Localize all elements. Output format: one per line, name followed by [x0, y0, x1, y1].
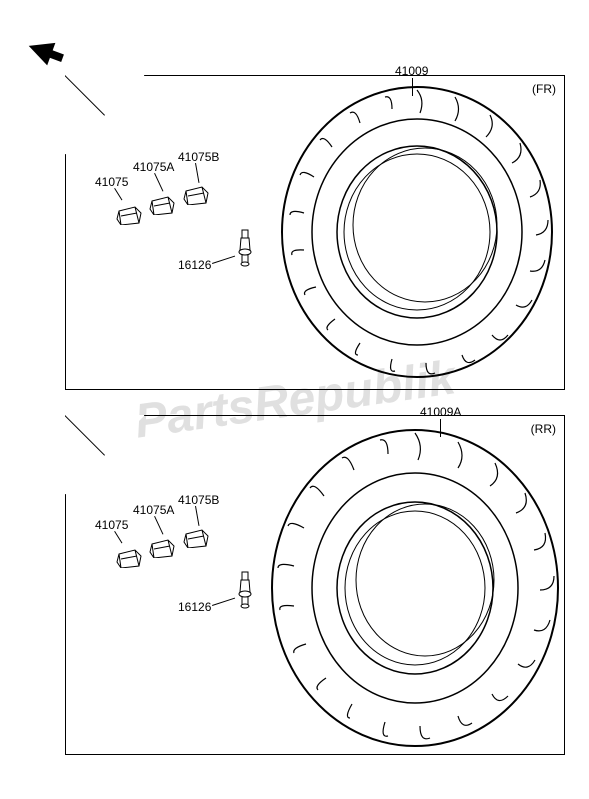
callout-tire-rear: 41009A	[420, 405, 461, 419]
panel-cut-corner	[65, 415, 145, 495]
callout-weight-2-front: 41075A	[133, 160, 174, 174]
panel-cut-line	[64, 415, 145, 496]
balance-weight	[115, 205, 143, 225]
callout-weight-1-rear: 41075	[95, 518, 128, 532]
callout-weight-2-rear: 41075A	[133, 503, 174, 517]
balance-weight	[148, 195, 176, 215]
tire-valve	[235, 228, 255, 268]
tire-rear	[270, 428, 560, 748]
tire-valve	[235, 570, 255, 610]
callout-weight-3-rear: 41075B	[178, 493, 219, 507]
panel-cut-corner	[65, 75, 145, 155]
callout-tire-front: 41009	[395, 64, 428, 78]
balance-weight	[182, 185, 210, 205]
callout-line	[412, 78, 413, 96]
panel-cut-line	[64, 75, 145, 156]
callout-valve-front: 16126	[178, 258, 211, 272]
back-arrow	[25, 35, 56, 66]
callout-line	[440, 419, 441, 437]
callout-weight-3-front: 41075B	[178, 150, 219, 164]
balance-weight	[182, 528, 210, 548]
diagram-canvas: PartsRepublik (FR)	[0, 0, 589, 799]
callout-valve-rear: 16126	[178, 600, 211, 614]
balance-weight	[115, 548, 143, 568]
callout-weight-1-front: 41075	[95, 175, 128, 189]
tire-front	[280, 85, 555, 380]
balance-weight	[148, 538, 176, 558]
